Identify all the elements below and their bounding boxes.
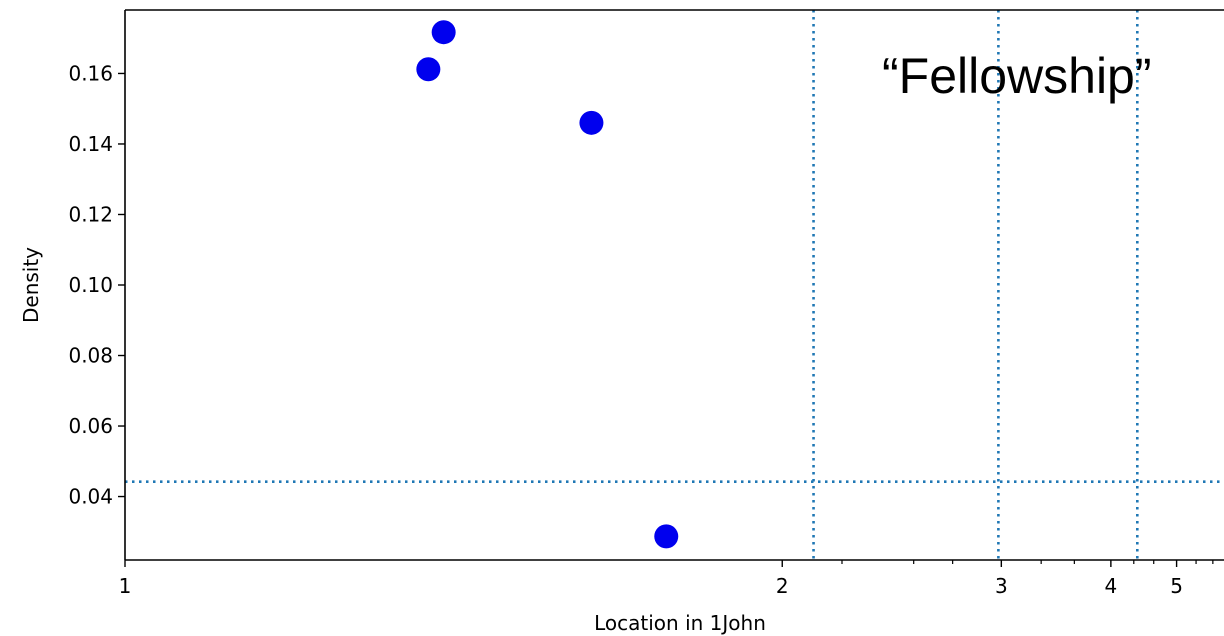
data-point <box>416 57 441 82</box>
data-point <box>431 20 456 45</box>
y-axis-label: Density <box>19 247 43 323</box>
y-tick-label: 0.14 <box>68 132 113 156</box>
x-tick-label: 3 <box>995 574 1008 598</box>
data-points <box>416 20 679 549</box>
y-tick-label: 0.12 <box>68 202 113 226</box>
y-tick-label: 0.08 <box>68 344 113 368</box>
x-tick-label: 1 <box>119 574 132 598</box>
y-tick-label: 0.04 <box>68 485 113 509</box>
data-point <box>654 524 679 549</box>
axes: 0.04 0.06 0.08 0.10 0.12 0.14 0.16 1 2 3 4 5 <box>68 9 1224 598</box>
x-tick-label: 5 <box>1170 574 1183 598</box>
x-tick-label: 4 <box>1105 574 1118 598</box>
x-axis-label: Location in 1John <box>594 611 766 635</box>
data-point <box>579 110 604 135</box>
y-tick-label: 0.16 <box>68 61 113 85</box>
reference-lines <box>125 10 1224 560</box>
chart-annotation: “Fellowship” <box>882 48 1152 104</box>
y-tick-label: 0.10 <box>68 273 113 297</box>
y-tick-label: 0.06 <box>68 414 113 438</box>
x-tick-label: 2 <box>776 574 789 598</box>
